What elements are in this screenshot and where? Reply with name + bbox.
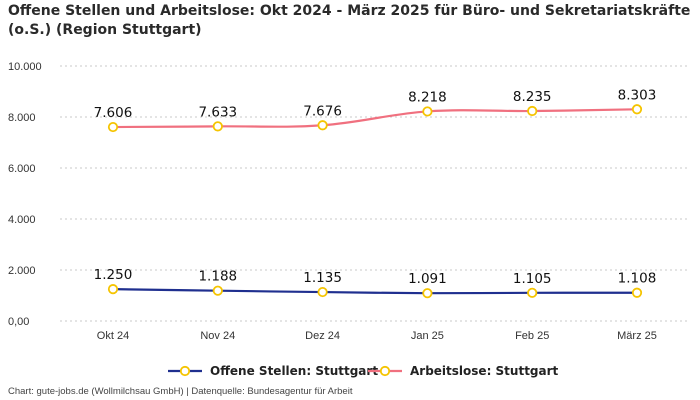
- legend-label: Offene Stellen: Stuttgart: [210, 364, 378, 378]
- chart-title: Offene Stellen und Arbeitslose: Okt 2024…: [8, 3, 691, 38]
- y-tick-label: 2.000: [8, 265, 36, 277]
- series-line: [112, 108, 638, 129]
- data-label: 7.676: [303, 103, 342, 119]
- data-label: 1.250: [94, 267, 133, 283]
- data-label: 1.105: [513, 271, 552, 287]
- legend-marker: [179, 365, 191, 377]
- data-point: [631, 287, 643, 298]
- data-point: [317, 286, 328, 298]
- data-label: 8.303: [618, 87, 657, 103]
- data-point: [107, 121, 119, 133]
- x-tick-label: Okt 24: [97, 330, 129, 342]
- data-point: [631, 104, 643, 115]
- data-point: [422, 106, 433, 117]
- data-label: 8.235: [513, 89, 552, 105]
- data-point: [212, 285, 223, 296]
- data-label: 1.135: [303, 270, 342, 286]
- data-point: [527, 287, 538, 298]
- data-point: [212, 121, 223, 132]
- data-markers: [107, 104, 643, 299]
- grid-lines: [60, 65, 690, 322]
- data-label: 7.633: [198, 104, 237, 120]
- y-tick-label: 8.000: [8, 112, 36, 124]
- legend-marker: [379, 365, 391, 377]
- x-tick-label: Feb 25: [515, 330, 549, 342]
- legend-label: Arbeitslose: Stuttgart: [410, 364, 559, 378]
- data-label: 1.108: [618, 271, 657, 287]
- x-tick-label: Jan 25: [411, 330, 444, 342]
- data-labels: 1.250 1.188 1.135 1.091 1.105 1.108 7.606 7.633…: [94, 87, 657, 287]
- data-label: 7.606: [94, 105, 133, 121]
- data-point: [527, 105, 538, 117]
- chart-footer: Chart: gute-jobs.de (Wollmilchsau GmbH) …: [8, 386, 353, 397]
- series-lines: [112, 108, 638, 295]
- data-point: [317, 120, 328, 131]
- data-label: 1.091: [408, 271, 447, 287]
- x-tick-label: März 25: [617, 330, 657, 342]
- data-point: [422, 288, 433, 299]
- x-tick-label: Nov 24: [200, 330, 235, 342]
- y-tick-label: 6.000: [8, 163, 36, 175]
- x-axis-ticks: Okt 24 Nov 24 Dez 24 Jan 25 Feb 25 März 25: [97, 330, 657, 342]
- y-tick-label: 10.000: [8, 61, 42, 73]
- data-point: [107, 284, 119, 295]
- y-axis-ticks: 0,00 2.000 4.000 6.000 8.000 10.000: [8, 61, 42, 328]
- y-tick-label: 0,00: [8, 316, 29, 328]
- data-label: 8.218: [408, 89, 447, 105]
- data-label: 1.188: [198, 269, 237, 285]
- legend: Offene Stellen: Stuttgart Arbeitslose: St…: [168, 364, 559, 378]
- series-line: [112, 288, 638, 295]
- x-tick-label: Dez 24: [305, 330, 340, 342]
- y-tick-label: 4.000: [8, 214, 36, 226]
